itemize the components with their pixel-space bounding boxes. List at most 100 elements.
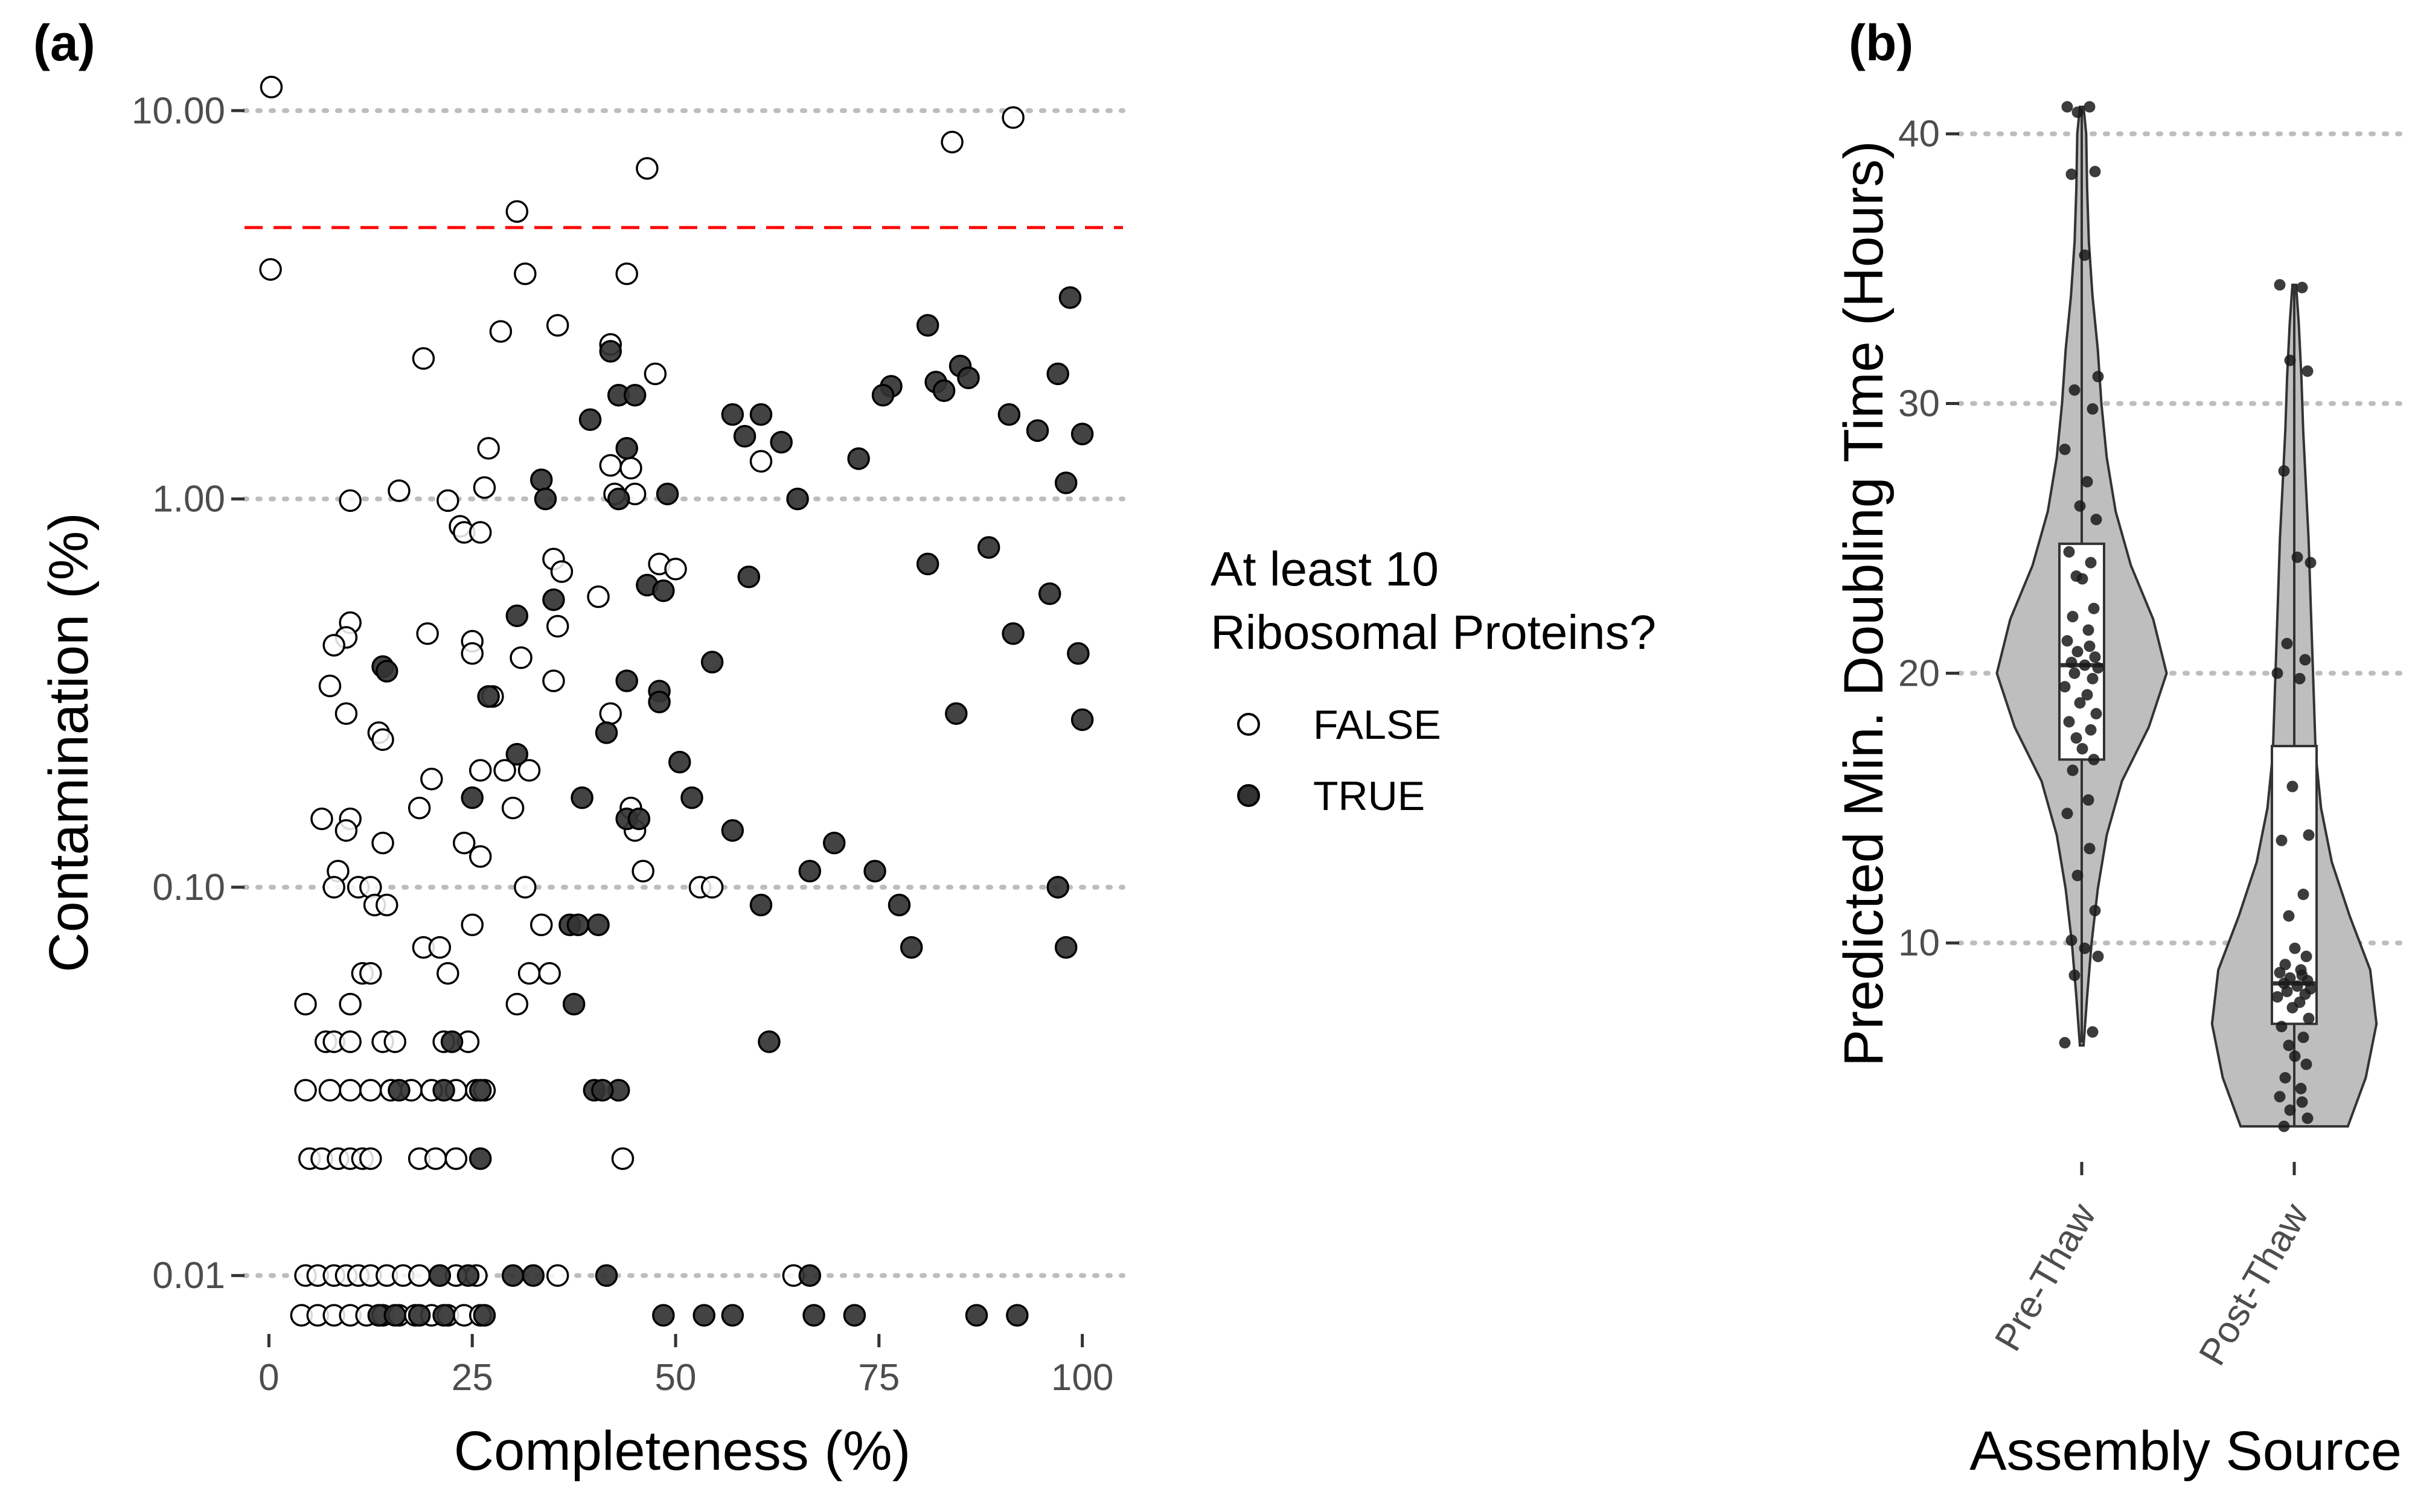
violin-point-post-thaw-4	[2278, 465, 2290, 477]
point-true-17	[1070, 423, 1094, 445]
point-false-106	[424, 1147, 447, 1170]
point-true-57	[798, 860, 822, 883]
panel-a-y-axis-title: Contamination (%)	[38, 512, 100, 972]
point-false-121	[546, 1264, 569, 1287]
point-false-56	[334, 819, 358, 842]
point-false-92	[359, 1079, 382, 1102]
point-false-71	[461, 913, 484, 937]
violin-point-pre-thaw-19	[2082, 624, 2094, 636]
point-false-67	[700, 876, 724, 899]
point-false-108	[611, 1147, 635, 1170]
point-true-51	[571, 786, 593, 809]
violin-point-post-thaw-43	[2301, 1112, 2314, 1124]
point-false-17	[388, 479, 411, 502]
violin-point-post-thaw-31	[2286, 1001, 2298, 1013]
panel-b-y-tick-label-0: 10	[1898, 922, 1940, 964]
point-true-48	[505, 742, 529, 766]
violin-point-pre-thaw-36	[2076, 742, 2088, 754]
panel-b-gridlines	[1957, 131, 2408, 946]
point-false-18	[473, 476, 496, 499]
violin-point-pre-thaw-29	[2059, 681, 2071, 693]
point-true-22	[1054, 471, 1078, 494]
violin-point-pre-thaw-8	[2087, 403, 2099, 415]
point-true-0	[1058, 286, 1082, 309]
violin-point-post-thaw-7	[2281, 637, 2293, 649]
violin-point-post-thaw-38	[2279, 1072, 2291, 1084]
violin-point-pre-thaw-13	[2063, 546, 2075, 558]
point-false-78	[538, 962, 561, 985]
point-true-78	[456, 1264, 480, 1287]
point-true-29	[916, 552, 939, 576]
point-true-82	[798, 1264, 822, 1287]
panel-b-x-tick-label-1: Post-Thaw	[2191, 1196, 2317, 1372]
violin-point-post-thaw-36	[2289, 1050, 2301, 1062]
point-true-44	[648, 691, 671, 713]
point-false-42	[334, 702, 358, 726]
point-true-86	[432, 1304, 455, 1327]
violin-point-pre-thaw-34	[2085, 724, 2097, 736]
point-true-84	[383, 1304, 406, 1327]
point-true-35	[505, 604, 529, 628]
point-false-84	[339, 1030, 362, 1053]
violin-point-post-thaw-41	[2296, 1096, 2308, 1108]
point-false-15	[619, 456, 642, 480]
point-true-27	[786, 487, 809, 511]
point-false-39	[318, 674, 342, 698]
violin-point-post-thaw-14	[2297, 888, 2309, 901]
violin-point-pre-thaw-5	[2079, 249, 2091, 261]
violin-point-pre-thaw-30	[2081, 689, 2093, 701]
violin-point-post-thaw-17	[2300, 951, 2312, 963]
violin-point-post-thaw-33	[2276, 1021, 2288, 1033]
violin-point-pre-thaw-47	[2068, 969, 2081, 981]
point-false-16	[749, 450, 773, 473]
point-true-43	[477, 685, 500, 708]
point-true-55	[721, 819, 744, 842]
point-false-57	[371, 831, 394, 855]
point-false-5	[1002, 106, 1025, 129]
point-true-50	[461, 786, 484, 809]
point-true-60	[749, 893, 773, 917]
point-false-22	[437, 489, 459, 512]
violin-point-pre-thaw-2	[2071, 106, 2084, 118]
point-false-28	[550, 560, 574, 583]
violin-point-pre-thaw-6	[2092, 371, 2104, 383]
point-true-92	[843, 1304, 866, 1327]
violin-point-post-thaw-27	[2281, 986, 2293, 998]
point-true-4	[1046, 362, 1069, 386]
point-false-9	[546, 314, 569, 337]
violin-point-pre-thaw-10	[2081, 476, 2093, 488]
point-true-87	[473, 1304, 496, 1327]
point-true-14	[749, 403, 773, 426]
violin-point-post-thaw-29	[2271, 991, 2283, 1003]
violin-point-post-thaw-42	[2284, 1104, 2296, 1116]
panel-b-violins	[1995, 101, 2378, 1132]
legend-key-true	[1237, 784, 1260, 807]
panel-a-x-tick-label-0: 0	[258, 1357, 279, 1399]
point-true-63	[566, 913, 590, 937]
violin-point-post-thaw-40	[2274, 1091, 2286, 1103]
violin-point-post-thaw-0	[2274, 279, 2286, 291]
point-true-80	[522, 1264, 545, 1287]
panel-b-y-tick-label-2: 30	[1898, 383, 1940, 425]
violin-point-post-thaw-34	[2297, 1032, 2309, 1044]
point-false-2	[505, 200, 529, 223]
point-true-25	[534, 487, 557, 511]
violin-point-pre-thaw-25	[2079, 659, 2091, 671]
point-true-67	[562, 992, 586, 1016]
point-false-46	[469, 759, 492, 782]
point-true-93	[965, 1304, 988, 1327]
panel-b-violin: (b) 10 20 30 40 Pre-Thaw Post-Thaw Assembly S…	[1833, 14, 2408, 1482]
point-true-90	[721, 1304, 744, 1327]
point-true-81	[595, 1264, 618, 1287]
point-false-45	[371, 728, 394, 751]
violin-point-pre-thaw-7	[2068, 384, 2081, 396]
violin-point-post-thaw-9	[2271, 667, 2283, 679]
violin-point-post-thaw-28	[2299, 988, 2311, 1000]
point-false-79	[505, 992, 529, 1016]
point-false-81	[294, 992, 317, 1016]
violin-point-pre-thaw-14	[2085, 557, 2097, 569]
point-false-48	[420, 767, 443, 791]
panel-a-x-tick-label-4: 100	[1051, 1357, 1113, 1399]
point-false-65	[632, 860, 654, 883]
violin-point-pre-thaw-11	[2074, 500, 2086, 512]
